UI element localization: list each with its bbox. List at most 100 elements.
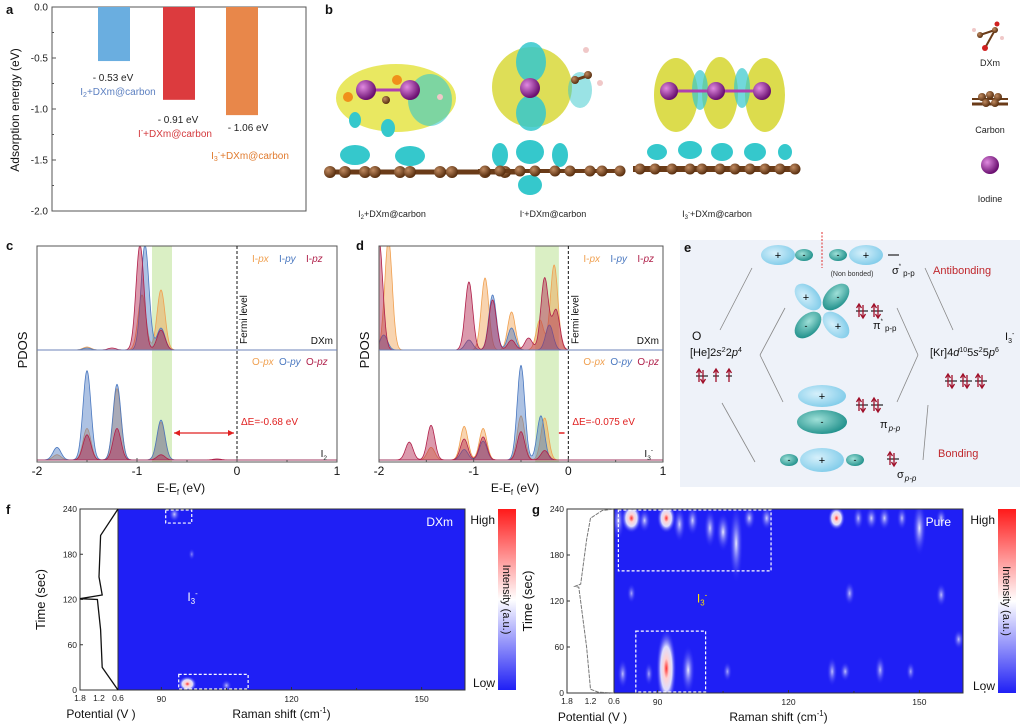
right-electron-config: [Kr]4d105s25p6 — [930, 347, 999, 359]
panel-c-pdos-chart: c Fermi level -2 -1 0 1 E-Ef (eV) PDOS I-px I-py… — [6, 238, 341, 497]
intensity-spot — [839, 661, 851, 682]
colorbar-title: Intensity (a.u.) — [1000, 566, 1012, 636]
y-axis-label: Adsorption energy (eV) — [8, 48, 22, 171]
carbon-atom — [774, 163, 786, 175]
panel-label-e: e — [684, 240, 691, 255]
carbon-atom — [394, 166, 406, 178]
intensity-spot — [826, 656, 838, 687]
potential-tick-label: 1.8 — [561, 696, 573, 706]
y-tick-label: -2.0 — [31, 207, 49, 218]
panel-a-adsorption-energy-chart: a 0.0 -0.5 -1.0 -1.5 -2.0 Adsorption energy … — [6, 2, 307, 218]
svg-text:-: - — [854, 455, 857, 465]
spin-down-arrow-icon — [859, 305, 867, 320]
intensity-spot — [878, 509, 891, 531]
category-label: I-+DXm@carbon — [138, 128, 212, 140]
panel-label-f: f — [6, 502, 11, 517]
pi-star-label: π*p-p — [873, 319, 897, 333]
x-tick-label: 0 — [234, 464, 241, 478]
panel-label-a: a — [6, 2, 14, 17]
legend-entry: I-pz — [306, 254, 323, 265]
delta-e-annotation: ΔE=-0.68 eV — [241, 417, 298, 428]
pdos-area-ipy — [379, 294, 663, 351]
panel-label-g: g — [532, 502, 540, 517]
legend-entry: O-pz — [637, 357, 659, 368]
bar — [163, 7, 195, 100]
svg-text:-: - — [837, 250, 840, 260]
carbon-atom — [434, 166, 446, 178]
intensity-spot — [221, 679, 232, 690]
iodine-atom — [753, 82, 771, 100]
spin-down-arrow-icon — [963, 375, 971, 390]
x-tick-label: 90 — [157, 694, 167, 704]
intensity-spot — [844, 581, 855, 606]
legend-entry: O-px — [583, 357, 606, 368]
heatmap-spots — [614, 509, 963, 693]
intensity-spot — [168, 509, 181, 523]
arrowhead-icon — [174, 430, 234, 436]
value-label: - 0.91 eV — [158, 115, 199, 126]
legend-entry: I-px — [583, 254, 601, 265]
sigma-orbital: - + - — [780, 448, 864, 472]
carbon-atom — [549, 165, 561, 177]
structure-i3-minus-dxm-carbon — [633, 57, 797, 172]
category-label: I2+DXm@carbon — [80, 87, 155, 99]
pi-label: πp-p — [880, 419, 901, 433]
colorbar-low-label: Low — [973, 679, 995, 693]
intensity-spot — [178, 676, 197, 690]
svg-text:-: - — [805, 321, 808, 331]
intensity-spot — [953, 629, 963, 650]
y-tick-label: 120 — [550, 596, 564, 606]
intensity-spot — [656, 509, 676, 534]
intensity-spot — [188, 548, 196, 561]
colorbar-title: Intensity (a.u.) — [500, 565, 512, 635]
carbon-atom — [729, 163, 741, 175]
x-axis-label: Raman shift (cm-1) — [729, 709, 827, 724]
potential-axis-label: Potential (V ) — [66, 707, 135, 721]
spin-down-arrow-icon — [699, 370, 707, 385]
sigma-star-orbital: + - - + — [761, 245, 883, 265]
x-tick-label: 120 — [284, 694, 298, 704]
y-axis-label: PDOS — [15, 331, 30, 368]
carbon-atom — [759, 163, 771, 175]
legend-entry: O-px — [252, 357, 275, 368]
x-tick-label: 90 — [653, 697, 663, 707]
highlight-region-box — [165, 509, 193, 524]
pi-orbital: + - — [797, 385, 847, 434]
carbon-atom — [696, 163, 708, 175]
intensity-spot — [722, 661, 733, 682]
y-tick-label: -1.0 — [31, 105, 49, 116]
y-tick-label: 60 — [555, 642, 565, 652]
delta-e-annotation: ΔE=-0.075 eV — [572, 417, 635, 428]
intensity-spot — [617, 658, 629, 689]
x-tick-label: 120 — [781, 697, 795, 707]
intensity-spot — [716, 512, 731, 552]
svg-text:+: + — [819, 391, 825, 403]
sample-label: Pure — [926, 515, 952, 529]
potential-axis-label: Potential (V ) — [558, 710, 627, 724]
y-tick-label: 0.0 — [34, 3, 48, 14]
intensity-spot — [626, 583, 637, 604]
colorbar-low-label: Low — [473, 676, 495, 690]
legend-entry: O-py — [279, 357, 302, 368]
intensity-spot — [621, 509, 642, 534]
highlight-region-box — [178, 673, 249, 690]
intensity-spot — [644, 661, 654, 686]
carbon-atom — [744, 163, 756, 175]
carbon-atom — [596, 165, 608, 177]
y-tick-label: 240 — [550, 504, 564, 514]
intensity-spot — [935, 509, 947, 529]
system-label: I2 — [321, 449, 328, 462]
intensity-spot — [638, 509, 651, 533]
legend-entry: O-py — [610, 357, 633, 368]
carbon-atom — [529, 165, 541, 177]
panel-d-pdos-chart: d Fermi level -2 -1 0 1 E-Ef (eV) PDOS I-px I-py… — [356, 238, 667, 497]
system-label: DXm — [311, 336, 333, 347]
bar — [226, 7, 258, 116]
structure-caption: I3-+DXm@carbon — [682, 209, 752, 221]
right-atom-label: I3- — [1005, 331, 1015, 345]
carbon-atom — [359, 166, 371, 178]
y-axis-label: PDOS — [357, 331, 372, 368]
system-label: DXm — [637, 336, 659, 347]
potential-curve — [79, 508, 119, 691]
potential-tick-label: 1.2 — [585, 696, 597, 706]
